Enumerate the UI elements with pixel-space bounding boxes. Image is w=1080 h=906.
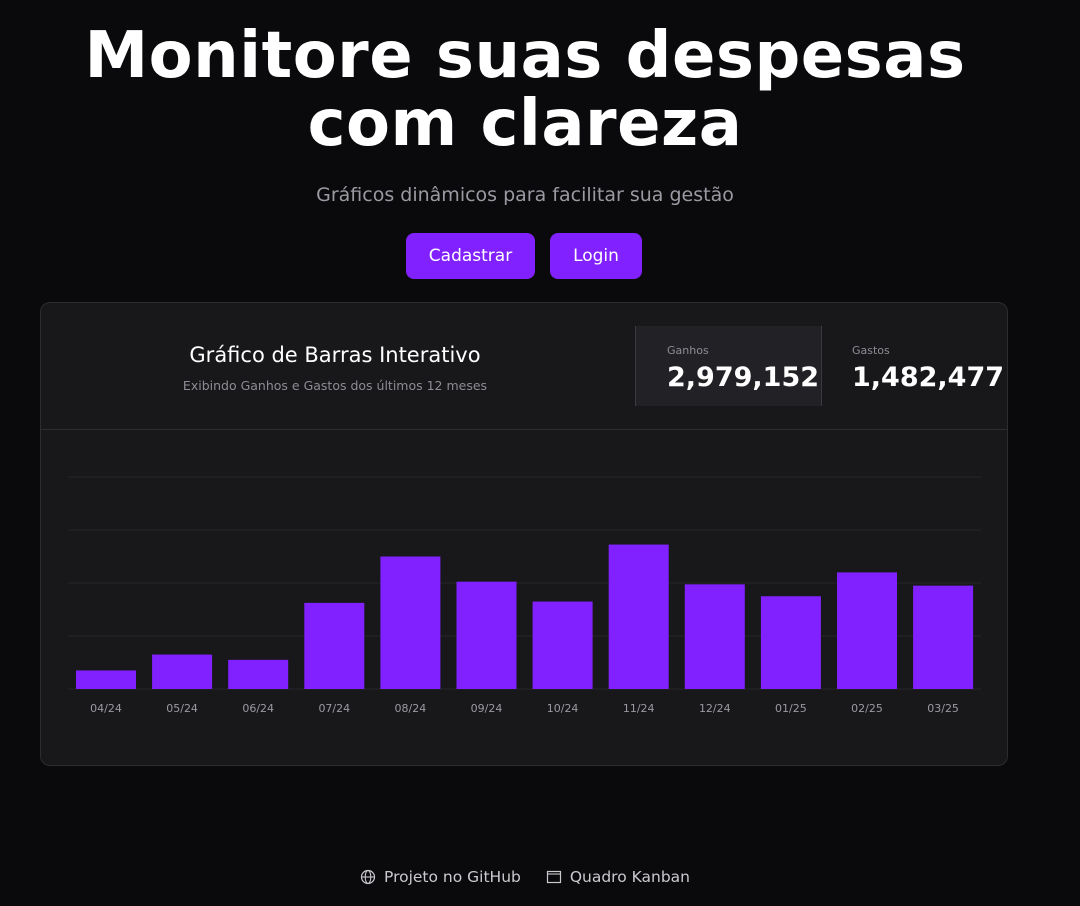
- chart-bar-05-24[interactable]: [152, 654, 213, 689]
- chart-bar-02-25[interactable]: [837, 572, 897, 689]
- kanban-link-label: Quadro Kanban: [569, 868, 690, 886]
- chart-card: Gráfico de Barras Interativo Exibindo Ga…: [40, 302, 1008, 766]
- register-button[interactable]: Cadastrar: [406, 233, 535, 279]
- bar-chart-area: 04/24 05/24 06/24 07/24 08/24 09/24 10/24 11/24…: [41, 430, 1007, 764]
- chart-bar-09-24[interactable]: [456, 581, 517, 689]
- gains-stat-toggle[interactable]: Ganhos 2,979,152: [635, 326, 822, 406]
- gains-label: Ganhos: [667, 344, 709, 357]
- hero-subtitle: Gráficos dinâmicos para facilitar sua ge…: [316, 184, 734, 206]
- hero-title-line-2: com clareza: [307, 87, 743, 161]
- x-tick-label: 04/24: [90, 702, 122, 715]
- globe-icon: [360, 869, 376, 885]
- chart-description: Exibindo Ganhos e Gastos dos últimos 12 …: [182, 378, 488, 393]
- chart-bar-11-24[interactable]: [608, 544, 669, 689]
- x-tick-label: 02/25: [851, 702, 883, 715]
- expenses-label: Gastos: [852, 344, 890, 357]
- login-button[interactable]: Login: [550, 233, 642, 279]
- x-tick-label: 12/24: [699, 702, 731, 715]
- chart-bar-06-24[interactable]: [228, 659, 289, 689]
- footer: Projeto no GitHub Quadro Kanban: [0, 868, 1050, 889]
- kanban-link[interactable]: Quadro Kanban: [546, 868, 690, 886]
- chart-card-header: Gráfico de Barras Interativo Exibindo Ga…: [41, 303, 1007, 430]
- x-tick-label: 09/24: [471, 702, 503, 715]
- gains-value: 2,979,152: [667, 362, 820, 393]
- chart-bar-07-24[interactable]: [304, 602, 365, 689]
- bar-chart: 04/24 05/24 06/24 07/24 08/24 09/24 10/24 11/24…: [68, 476, 981, 715]
- github-link-label: Projeto no GitHub: [384, 868, 521, 886]
- x-tick-label: 07/24: [318, 702, 350, 715]
- x-tick-label: 05/24: [166, 702, 198, 715]
- x-tick-label: 01/25: [775, 702, 807, 715]
- x-tick-label: 03/25: [927, 702, 959, 715]
- chart-bar-01-25[interactable]: [760, 596, 821, 689]
- chart-bar-10-24[interactable]: [532, 601, 593, 689]
- chart-bar-08-24[interactable]: [380, 556, 441, 690]
- chart-bar-04-24[interactable]: [76, 670, 136, 689]
- x-tick-label: 10/24: [547, 702, 579, 715]
- github-link[interactable]: Projeto no GitHub: [360, 868, 521, 886]
- chart-title: Gráfico de Barras Interativo: [189, 343, 481, 367]
- x-tick-label: 11/24: [623, 702, 655, 715]
- x-tick-label: 06/24: [242, 702, 274, 715]
- expenses-value: 1,482,477: [852, 362, 1005, 393]
- hero-title: Monitore suas despesas com clareza: [0, 22, 1050, 158]
- chart-bar-12-24[interactable]: [684, 584, 745, 689]
- x-tick-label: 08/24: [395, 702, 427, 715]
- hero-title-line-1: Monitore suas despesas: [84, 19, 966, 93]
- window-icon: [546, 870, 561, 884]
- chart-bar-03-25[interactable]: [913, 585, 974, 689]
- expenses-stat-toggle[interactable]: Gastos 1,482,477: [821, 326, 1007, 406]
